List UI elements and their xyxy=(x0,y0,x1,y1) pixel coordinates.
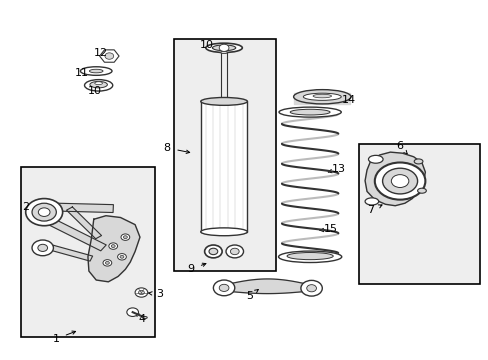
Ellipse shape xyxy=(208,248,217,255)
Circle shape xyxy=(32,240,53,256)
Ellipse shape xyxy=(278,251,341,262)
Text: 15: 15 xyxy=(324,224,337,234)
Bar xyxy=(174,39,276,271)
Circle shape xyxy=(390,175,408,188)
Text: 3: 3 xyxy=(156,289,163,299)
Circle shape xyxy=(111,245,115,248)
Circle shape xyxy=(374,162,425,200)
Circle shape xyxy=(105,261,109,264)
Polygon shape xyxy=(66,207,102,239)
Circle shape xyxy=(121,234,129,240)
Ellipse shape xyxy=(80,67,112,75)
Circle shape xyxy=(126,308,138,316)
Circle shape xyxy=(382,168,417,194)
Polygon shape xyxy=(222,279,312,294)
Circle shape xyxy=(105,53,114,59)
Ellipse shape xyxy=(142,316,147,319)
Ellipse shape xyxy=(286,252,332,260)
Circle shape xyxy=(306,285,316,292)
Text: 14: 14 xyxy=(341,95,355,105)
Ellipse shape xyxy=(205,43,242,53)
Text: 6: 6 xyxy=(396,141,403,151)
Ellipse shape xyxy=(289,109,329,115)
Ellipse shape xyxy=(312,94,331,98)
Polygon shape xyxy=(42,203,113,212)
Circle shape xyxy=(32,203,56,221)
Circle shape xyxy=(300,280,322,296)
Text: 10: 10 xyxy=(200,40,214,50)
Text: 7: 7 xyxy=(366,205,374,215)
Ellipse shape xyxy=(201,98,247,105)
Circle shape xyxy=(117,253,126,260)
Text: 9: 9 xyxy=(187,264,194,274)
Bar xyxy=(201,102,247,232)
Text: 12: 12 xyxy=(94,48,108,58)
Text: 1: 1 xyxy=(52,334,59,344)
Circle shape xyxy=(135,288,147,297)
Polygon shape xyxy=(365,152,425,206)
Polygon shape xyxy=(51,246,92,261)
Circle shape xyxy=(109,243,117,249)
Ellipse shape xyxy=(204,245,222,258)
Circle shape xyxy=(26,199,62,226)
Text: 4: 4 xyxy=(139,314,145,324)
Circle shape xyxy=(138,291,144,295)
Ellipse shape xyxy=(417,188,426,193)
Polygon shape xyxy=(40,215,106,251)
Circle shape xyxy=(225,245,243,258)
Circle shape xyxy=(120,255,123,258)
Polygon shape xyxy=(88,216,140,282)
Ellipse shape xyxy=(368,156,382,163)
Bar xyxy=(358,144,479,284)
Text: 10: 10 xyxy=(87,86,102,96)
Circle shape xyxy=(123,236,127,239)
Circle shape xyxy=(219,284,228,292)
Ellipse shape xyxy=(413,159,422,164)
Ellipse shape xyxy=(89,69,103,73)
Ellipse shape xyxy=(84,80,113,91)
Circle shape xyxy=(219,44,228,51)
Ellipse shape xyxy=(220,51,227,54)
Ellipse shape xyxy=(201,228,247,236)
Circle shape xyxy=(38,244,47,251)
Ellipse shape xyxy=(212,45,235,51)
Circle shape xyxy=(213,280,234,296)
Ellipse shape xyxy=(303,93,341,100)
Text: 11: 11 xyxy=(75,68,88,78)
Text: 8: 8 xyxy=(163,143,170,153)
Ellipse shape xyxy=(365,198,378,205)
Circle shape xyxy=(230,248,239,255)
Text: 2: 2 xyxy=(22,202,29,212)
Ellipse shape xyxy=(293,90,350,104)
Ellipse shape xyxy=(95,82,102,85)
Ellipse shape xyxy=(279,107,341,117)
Text: 13: 13 xyxy=(332,164,346,174)
Bar xyxy=(21,167,154,337)
Text: 5: 5 xyxy=(245,291,252,301)
Circle shape xyxy=(38,208,50,216)
Circle shape xyxy=(103,260,112,266)
Ellipse shape xyxy=(90,81,107,88)
